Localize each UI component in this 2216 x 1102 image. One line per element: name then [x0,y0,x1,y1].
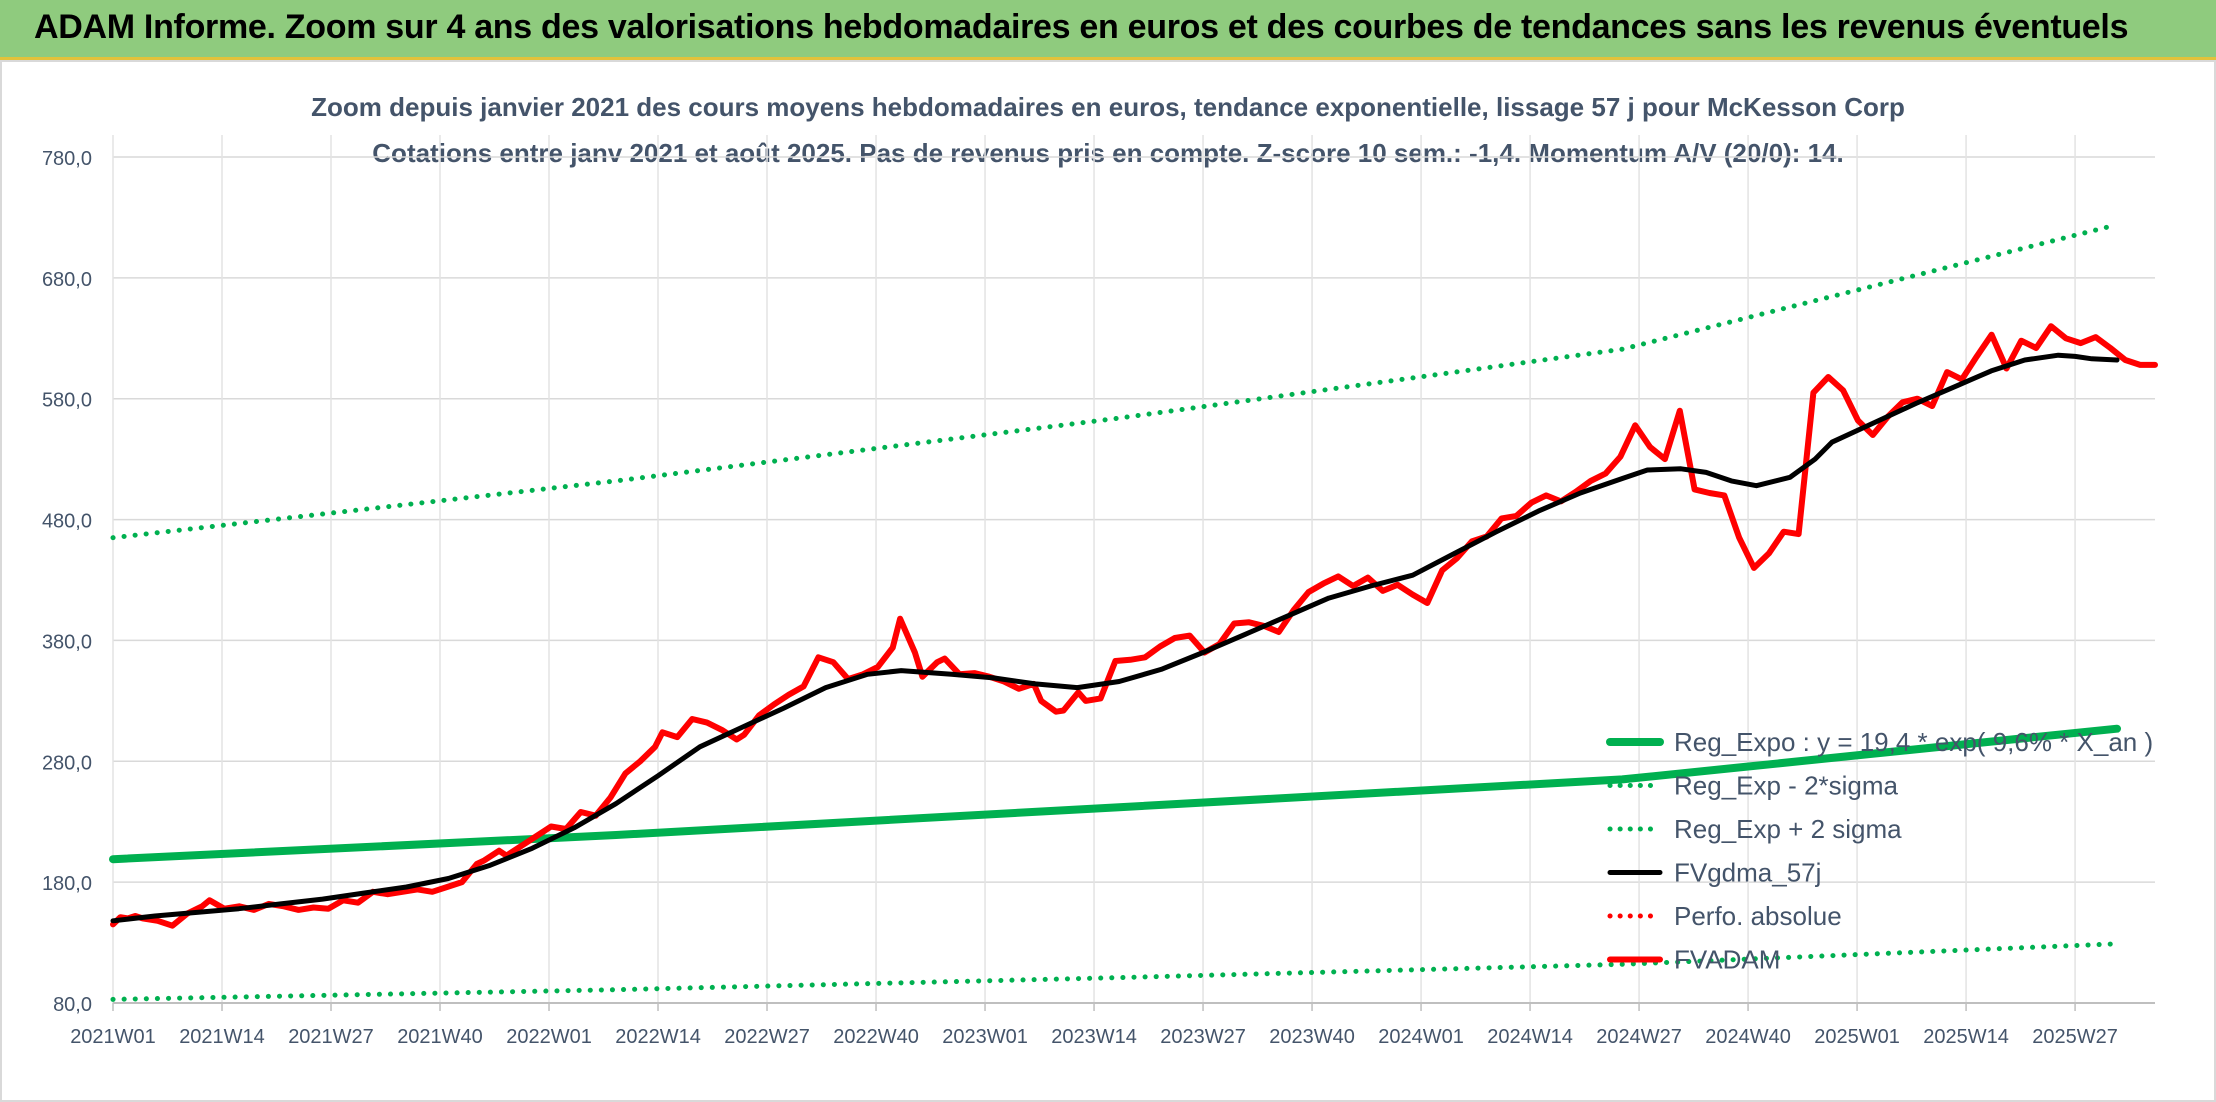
legend-label: Reg_Exp - 2*sigma [1674,771,1899,801]
x-tick-label: 2024W27 [1596,1026,1682,1048]
y-tick-label: 380,0 [42,631,92,653]
series-fvgdma-57j [110,352,2120,924]
chart-subtitle: Cotations entre janv 2021 et août 2025. … [372,138,1843,168]
x-tick-label: 2024W14 [1487,1026,1573,1048]
series-reg-exp-2-sigma [110,222,2120,541]
chart-frame [0,60,2216,1102]
series-fvadam [110,323,2158,929]
legend-label: FVgdma_57j [1674,858,1821,888]
legend-label: FVADAM [1674,945,1780,975]
series-reg-expo-y-19-4-exp-9-6-x-an [109,724,2121,864]
y-tick-label: 80,0 [53,994,92,1016]
legend: Reg_Expo : y = 19,4 * exp( 9,6% * X_an )… [1606,727,2153,975]
series-layer [109,222,2158,1002]
banner-title: ADAM Informe. Zoom sur 4 ans des valoris… [34,8,2129,46]
x-tick-label: 2025W01 [1814,1026,1900,1048]
y-tick-label: 580,0 [42,390,92,412]
x-tick-label: 2024W01 [1378,1026,1464,1048]
x-tick-label: 2023W40 [1269,1026,1355,1048]
y-tick-label: 180,0 [42,873,92,895]
y-tick-label: 780,0 [42,148,92,170]
x-tick-label: 2022W14 [615,1026,701,1048]
chart-title: Zoom depuis janvier 2021 des cours moyen… [311,92,1905,122]
x-tick-label: 2025W27 [2032,1026,2118,1048]
x-tick-label: 2022W01 [506,1026,592,1048]
y-tick-label: 280,0 [42,752,92,774]
x-tick-label: 2022W27 [724,1026,810,1048]
legend-label: Reg_Exp + 2 sigma [1674,814,1902,844]
x-tick-label: 2023W01 [942,1026,1028,1048]
x-tick-label: 2022W40 [833,1026,919,1048]
x-tick-label: 2021W01 [70,1026,156,1048]
x-tick-label: 2023W14 [1051,1026,1137,1048]
x-tick-label: 2024W40 [1705,1026,1791,1048]
series-reg-exp-2-sigma [110,941,2120,1002]
x-tick-label: 2021W40 [397,1026,483,1048]
x-tick-label: 2025W14 [1923,1026,2009,1048]
y-tick-label: 480,0 [42,511,92,533]
legend-label: Reg_Expo : y = 19,4 * exp( 9,6% * X_an ) [1674,727,2153,757]
y-tick-label: 680,0 [42,269,92,291]
legend-label: Perfo. absolue [1674,901,1842,931]
x-tick-label: 2023W27 [1160,1026,1246,1048]
x-tick-label: 2021W14 [179,1026,265,1048]
x-tick-label: 2021W27 [288,1026,374,1048]
banner: ADAM Informe. Zoom sur 4 ans des valoris… [0,0,2216,60]
